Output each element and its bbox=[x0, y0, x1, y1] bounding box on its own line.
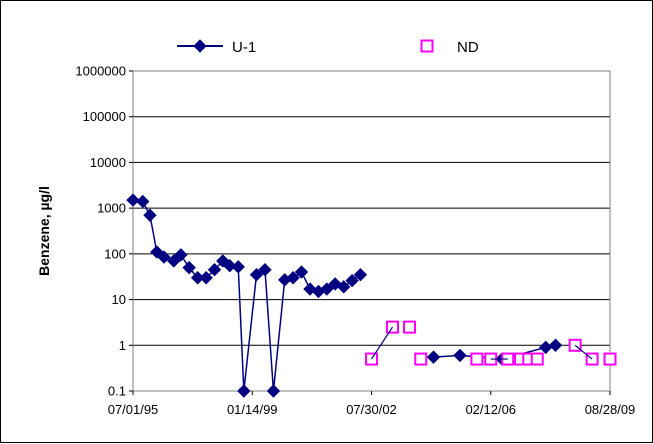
series-connector bbox=[574, 344, 593, 360]
grid-lines bbox=[133, 116, 610, 346]
data-point-diamond bbox=[143, 208, 157, 222]
data-point-diamond bbox=[453, 348, 467, 363]
data-point-square bbox=[402, 320, 416, 334]
series-u-1 bbox=[126, 193, 368, 398]
data-point-diamond bbox=[336, 280, 351, 294]
y-axis-ticks: 0.1 1 10 100 1000 10000 100000 1000000 bbox=[75, 64, 133, 399]
data-point-square bbox=[530, 352, 544, 366]
x-tick-label: 07/01/95 bbox=[108, 402, 159, 417]
data-point-diamond bbox=[249, 267, 264, 282]
y-tick-label: 1000 bbox=[97, 201, 126, 216]
series-line bbox=[132, 199, 361, 392]
data-point-diamond bbox=[548, 338, 563, 352]
data-point-diamond bbox=[345, 273, 359, 288]
data-point-diamond bbox=[426, 350, 441, 364]
x-axis-ticks: 07/01/95 01/14/99 07/30/02 02/12/06 08/28/09 bbox=[108, 391, 636, 417]
data-point-diamond bbox=[126, 193, 140, 207]
data-point-diamond bbox=[258, 263, 272, 277]
y-tick-label: 1000000 bbox=[75, 64, 126, 79]
series-nd bbox=[365, 320, 617, 366]
data-point-diamond bbox=[136, 194, 150, 209]
data-point-diamond bbox=[167, 254, 181, 268]
data-point-square bbox=[414, 352, 428, 366]
legend-label-u1: U-1 bbox=[232, 39, 256, 56]
data-point-diamond bbox=[223, 259, 237, 273]
x-tick-label: 07/30/02 bbox=[346, 402, 397, 417]
legend-label-nd: ND bbox=[457, 39, 479, 56]
data-point-diamond bbox=[294, 265, 309, 279]
plot-area bbox=[132, 70, 611, 392]
data-point-diamond bbox=[320, 282, 334, 296]
data-point-square bbox=[603, 352, 617, 366]
y-axis-label: Benzene, µg/l bbox=[36, 186, 52, 276]
data-point-diamond bbox=[231, 260, 245, 274]
data-point-diamond bbox=[207, 263, 222, 277]
series-layer bbox=[126, 193, 617, 398]
x-tick-label: 08/28/09 bbox=[585, 402, 636, 417]
y-tick-label: 0.1 bbox=[108, 384, 126, 399]
series-connector bbox=[370, 326, 394, 360]
data-point-diamond bbox=[182, 260, 196, 275]
data-point-diamond bbox=[199, 271, 213, 285]
data-point-diamond bbox=[237, 384, 251, 398]
data-point-square bbox=[470, 352, 484, 366]
data-point-diamond bbox=[157, 250, 171, 264]
legend: U-1 ND bbox=[177, 39, 479, 56]
y-tick-label: 10000 bbox=[90, 155, 126, 170]
y-tick-label: 1 bbox=[119, 338, 126, 353]
data-point-diamond bbox=[353, 267, 368, 282]
y-tick-label: 100 bbox=[104, 246, 126, 261]
legend-marker-u1 bbox=[193, 39, 207, 53]
data-point-diamond bbox=[286, 271, 300, 285]
x-tick-label: 01/14/99 bbox=[227, 402, 278, 417]
data-point-diamond bbox=[539, 340, 553, 355]
data-point-diamond bbox=[266, 384, 281, 398]
y-tick-label: 100000 bbox=[83, 109, 126, 124]
y-tick-label: 10 bbox=[112, 292, 126, 307]
data-point-diamond bbox=[174, 248, 188, 262]
x-tick-label: 02/12/06 bbox=[465, 402, 516, 417]
legend-marker-nd bbox=[420, 39, 434, 53]
